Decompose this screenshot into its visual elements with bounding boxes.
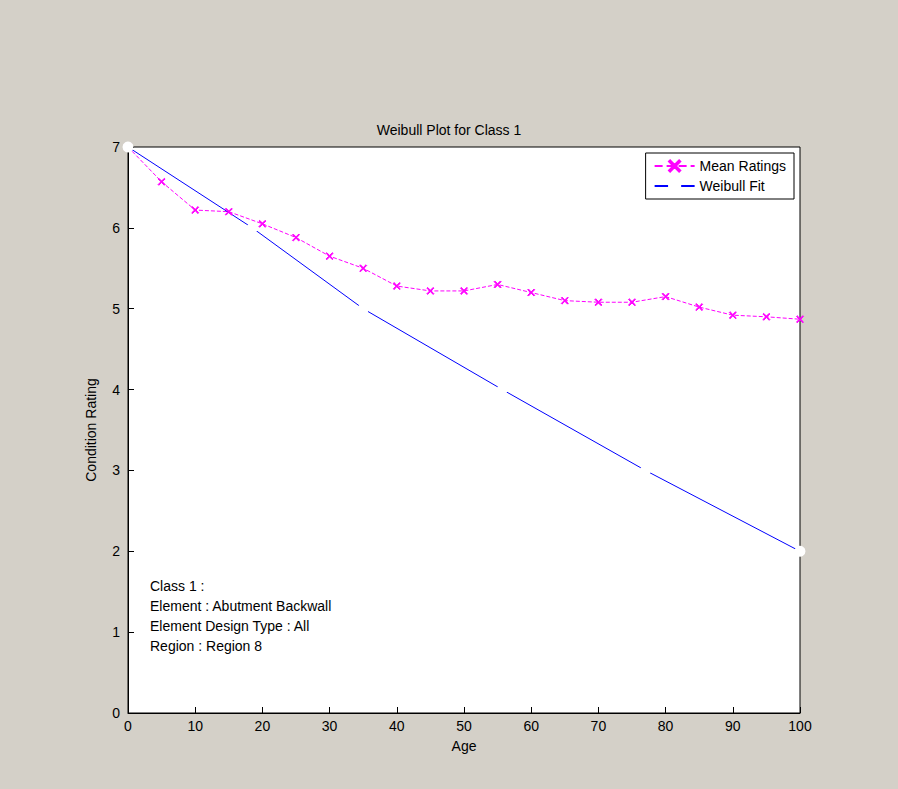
svg-text:2: 2 (112, 543, 120, 559)
svg-text:100: 100 (788, 718, 812, 734)
svg-text:3: 3 (112, 462, 120, 478)
svg-text:5: 5 (112, 301, 120, 317)
svg-text:6: 6 (112, 220, 120, 236)
svg-text:20: 20 (255, 718, 271, 734)
svg-text:80: 80 (658, 718, 674, 734)
svg-text:Element Design Type : All: Element Design Type : All (150, 618, 309, 634)
svg-text:Element : Abutment Backwall: Element : Abutment Backwall (150, 598, 331, 614)
svg-text:0: 0 (112, 705, 120, 721)
svg-text:Class 1 :: Class 1 : (150, 578, 204, 594)
svg-text:Region : Region 8: Region : Region 8 (150, 638, 262, 654)
svg-text:Age: Age (452, 738, 477, 754)
svg-text:0: 0 (124, 718, 132, 734)
svg-text:90: 90 (725, 718, 741, 734)
svg-text:Weibull Fit: Weibull Fit (700, 178, 765, 194)
svg-text:7: 7 (112, 139, 120, 155)
svg-text:60: 60 (523, 718, 539, 734)
svg-text:70: 70 (591, 718, 607, 734)
svg-text:1: 1 (112, 624, 120, 640)
svg-text:10: 10 (187, 718, 203, 734)
svg-text:Condition Rating: Condition Rating (83, 378, 99, 482)
svg-text:4: 4 (112, 382, 120, 398)
svg-text:40: 40 (389, 718, 405, 734)
svg-text:Weibull Plot for Class 1: Weibull Plot for Class 1 (377, 122, 522, 138)
svg-text:50: 50 (456, 718, 472, 734)
svg-text:Mean Ratings: Mean Ratings (700, 158, 786, 174)
svg-text:30: 30 (322, 718, 338, 734)
